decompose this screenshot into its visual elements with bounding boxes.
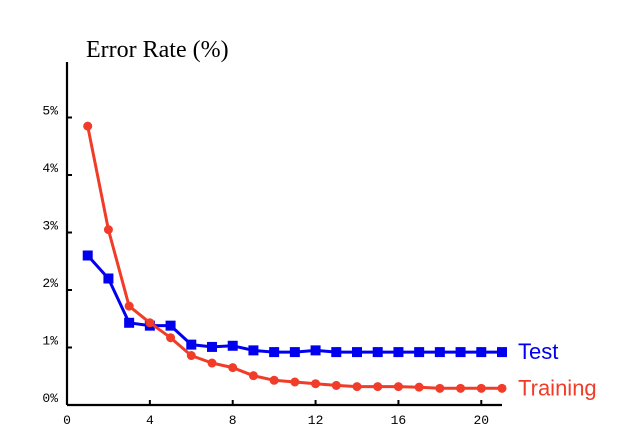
x-tick-label: 4 bbox=[146, 413, 154, 428]
test-point bbox=[124, 317, 135, 328]
test-point bbox=[207, 341, 217, 352]
training-point bbox=[166, 333, 176, 343]
training-point bbox=[269, 375, 279, 385]
training-point bbox=[331, 380, 341, 390]
test-point bbox=[372, 347, 383, 358]
training-point bbox=[186, 351, 196, 361]
training-point bbox=[414, 382, 424, 392]
test-point bbox=[434, 347, 445, 358]
training-point bbox=[290, 377, 300, 387]
test-point bbox=[476, 347, 487, 358]
test-point bbox=[227, 340, 238, 351]
x-tick-label: 0 bbox=[63, 413, 71, 428]
training-point bbox=[497, 383, 507, 393]
x-tick-label: 16 bbox=[391, 413, 407, 428]
test-series-line bbox=[86, 254, 502, 354]
test-point bbox=[248, 345, 259, 356]
training-point bbox=[373, 382, 383, 392]
y-tick-label: 2% bbox=[42, 276, 58, 291]
test-point bbox=[331, 347, 342, 358]
training-point bbox=[103, 225, 113, 235]
test-point bbox=[414, 347, 425, 358]
y-tick-label: 3% bbox=[42, 219, 58, 234]
x-tick-label: 12 bbox=[308, 413, 324, 428]
training-point bbox=[145, 318, 155, 328]
training-point bbox=[83, 121, 93, 131]
training-point bbox=[435, 383, 445, 393]
test-point bbox=[269, 347, 280, 358]
training-point bbox=[456, 383, 466, 393]
test-point bbox=[497, 347, 507, 358]
test-point bbox=[310, 345, 321, 356]
training-point bbox=[207, 358, 217, 368]
y-tick-label: 4% bbox=[42, 161, 58, 176]
y-tick-label: 1% bbox=[42, 334, 58, 349]
y-tick-label: 0% bbox=[42, 391, 58, 406]
training-point bbox=[228, 363, 238, 373]
training-point bbox=[124, 301, 134, 311]
training-point bbox=[248, 371, 258, 381]
training-point bbox=[352, 382, 362, 392]
x-tick-label: 8 bbox=[229, 413, 237, 428]
test-point bbox=[82, 250, 93, 261]
test-point bbox=[289, 347, 300, 358]
test-point bbox=[455, 347, 466, 358]
x-tick-label: 20 bbox=[473, 413, 489, 428]
test-point bbox=[393, 347, 404, 358]
test-point bbox=[103, 273, 114, 284]
test-point bbox=[165, 320, 176, 331]
legend: Test Training bbox=[518, 339, 597, 400]
training-point bbox=[476, 383, 486, 393]
test-legend-label: Test bbox=[518, 339, 558, 364]
training-legend-label: Training bbox=[518, 375, 597, 400]
test-point bbox=[186, 339, 197, 350]
series-group bbox=[82, 121, 507, 393]
test-point bbox=[352, 347, 362, 358]
chart-title: Error Rate (%) bbox=[86, 37, 229, 63]
y-tick-label: 5% bbox=[42, 104, 58, 119]
ticks: 0% 1% 2% 3% 4% 5% 0 4 8 12 16 20 bbox=[42, 104, 489, 429]
training-point bbox=[393, 382, 403, 392]
training-point bbox=[311, 379, 321, 389]
